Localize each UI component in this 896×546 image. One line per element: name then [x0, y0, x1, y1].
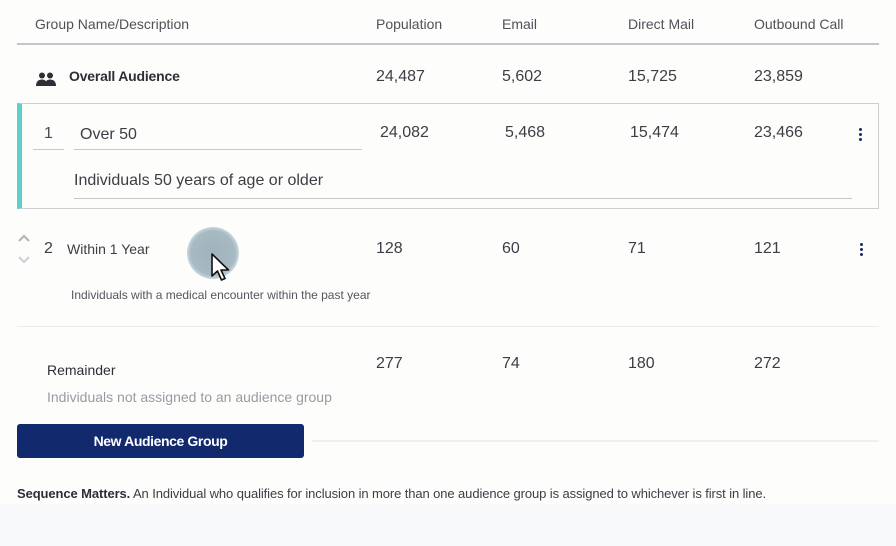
overall-population: 24,487: [376, 68, 425, 85]
group-outbound-call: 23,466: [754, 124, 803, 141]
more-options-icon[interactable]: [857, 128, 863, 144]
remainder-row: Remainder Individuals not assigned to an…: [17, 327, 879, 417]
group-name[interactable]: Within 1 Year: [67, 241, 150, 257]
group-direct-mail: 71: [628, 240, 646, 257]
overall-audience-row: Overall Audience 24,487 5,602 15,725 23,…: [17, 45, 879, 103]
group-outbound-call: 121: [754, 240, 781, 257]
sequence-note-text: An Individual who qualifies for inclusio…: [130, 486, 766, 501]
audience-groups-page: Group Name/Description Population Email …: [17, 0, 879, 501]
group-email: 5,468: [505, 124, 546, 141]
header-outbound-call: Outbound Call: [754, 16, 844, 32]
remainder-direct-mail: 180: [628, 355, 655, 372]
people-icon: [36, 72, 56, 86]
group-description: Individuals with a medical encounter wit…: [71, 288, 371, 302]
remainder-email: 74: [502, 355, 520, 372]
mouse-pointer-icon: [211, 253, 230, 281]
group-index: 2: [44, 240, 53, 257]
sequence-note-title: Sequence Matters.: [17, 486, 131, 501]
header-group-name: Group Name/Description: [35, 16, 190, 32]
overall-direct-mail: 15,725: [628, 68, 677, 85]
header-direct-mail: Direct Mail: [628, 16, 695, 32]
divider: [312, 440, 879, 442]
group-name-input[interactable]: Over 50: [74, 125, 362, 150]
overall-outbound-call: 23,859: [754, 68, 803, 85]
remainder-population: 277: [376, 355, 403, 372]
table-header: Group Name/Description Population Email …: [17, 0, 879, 45]
footer-band: [0, 504, 896, 546]
group-email: 60: [502, 240, 520, 257]
group-population: 24,082: [380, 124, 429, 141]
more-options-icon[interactable]: [858, 243, 864, 259]
move-down-icon[interactable]: [17, 255, 31, 265]
remainder-label: Remainder: [47, 362, 116, 378]
sequence-note: Sequence Matters. An Individual who qual…: [17, 486, 766, 501]
group-direct-mail: 15,474: [630, 124, 679, 141]
remainder-outbound-call: 272: [754, 355, 781, 372]
move-up-icon[interactable]: [17, 233, 31, 243]
audience-group-row-2[interactable]: 2 Within 1 Year Individuals with a medic…: [17, 209, 879, 327]
group-index-input[interactable]: 1: [33, 125, 64, 150]
overall-email: 5,602: [502, 68, 543, 85]
header-email: Email: [502, 16, 538, 32]
new-audience-group-button[interactable]: New Audience Group: [17, 424, 304, 458]
remainder-description: Individuals not assigned to an audience …: [47, 389, 332, 405]
header-population: Population: [376, 16, 443, 32]
group-description-input[interactable]: Individuals 50 years of age or older: [74, 171, 852, 199]
audience-group-row-1[interactable]: 1 Over 50 Individuals 50 years of age or…: [17, 103, 879, 209]
group-population: 128: [376, 240, 403, 257]
overall-audience-label: Overall Audience: [69, 68, 180, 84]
